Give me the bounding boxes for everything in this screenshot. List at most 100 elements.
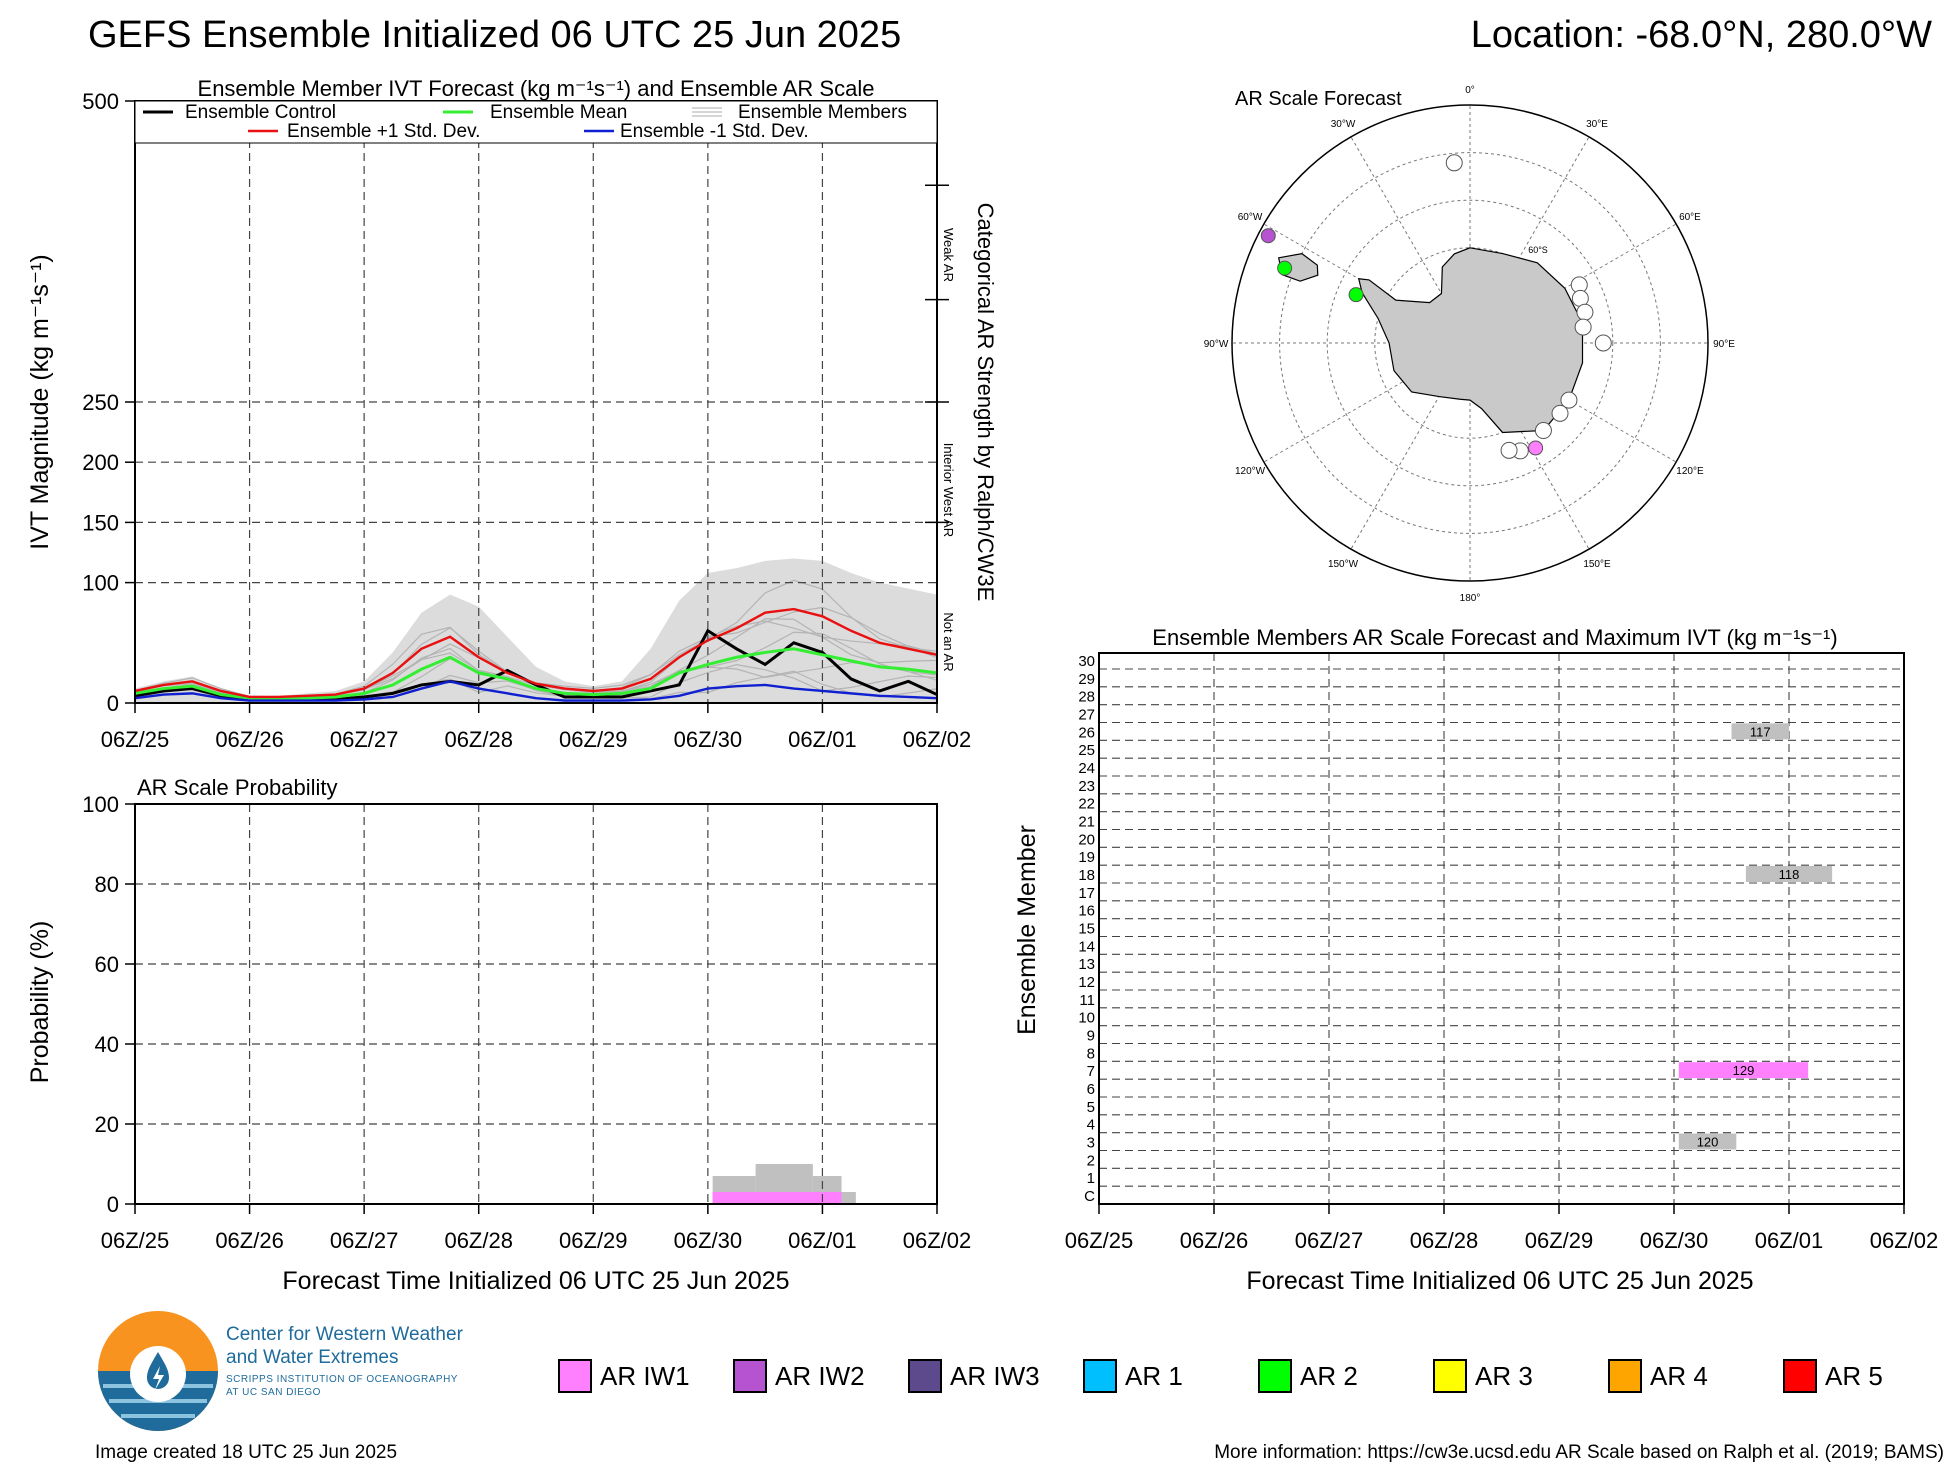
- ensemble-member-line: [134, 631, 938, 700]
- ivt-legend-box: [134, 100, 938, 144]
- member-label: 21: [1078, 814, 1095, 831]
- image-created-label: Image created 18 UTC 25 Jun 2025: [95, 1442, 398, 1463]
- map-ar-marker: [1277, 260, 1293, 276]
- legend-swatch: [733, 1359, 767, 1393]
- member-y-axis-label: Ensemble Member: [1013, 825, 1041, 1035]
- probability-bar: [755, 1164, 813, 1204]
- prob-y-tick-label: 80: [95, 872, 119, 897]
- member-label: 10: [1078, 1010, 1095, 1027]
- legend-item-ar-1: AR 1: [1083, 1356, 1183, 1396]
- member-label: 9: [1087, 1028, 1095, 1045]
- member-label: 6: [1087, 1081, 1095, 1098]
- member-label: 18: [1078, 867, 1095, 884]
- map-ar-marker: [1594, 334, 1612, 352]
- map-meridian: [1263, 342, 1471, 463]
- legend-swatch: [1258, 1359, 1292, 1393]
- member-label: C: [1084, 1188, 1095, 1205]
- member-label: 2: [1087, 1152, 1095, 1169]
- map-longitude-label: 30°E: [1586, 119, 1608, 130]
- ensemble-member-line: [134, 670, 938, 702]
- probability-bar: [712, 1176, 756, 1204]
- ivt-x-tick-label: 06Z/25: [101, 727, 170, 752]
- legend-item-ar-3: AR 3: [1433, 1356, 1533, 1396]
- ivt-plot-frame: [134, 100, 938, 704]
- member-label: 17: [1078, 885, 1095, 902]
- member-label: 7: [1087, 1063, 1095, 1080]
- member-label: 23: [1078, 778, 1095, 795]
- member-label: 26: [1078, 724, 1095, 741]
- prob-plot-frame: [134, 803, 938, 1205]
- prob-y-tick-label: 20: [95, 1112, 119, 1137]
- map-ar-marker: [1500, 441, 1518, 459]
- member-label: 20: [1078, 831, 1095, 848]
- probability-bar: [812, 1176, 842, 1204]
- cw3e-logo: [98, 1311, 218, 1431]
- legend-item-ar-2: AR 2: [1258, 1356, 1358, 1396]
- prob-y-axis-label: Probability (%): [26, 921, 54, 1084]
- prob-y-tick-label: 60: [95, 952, 119, 977]
- ivt-x-tick-label: 06Z/29: [559, 727, 628, 752]
- ivt-x-tick-label: 06Z/30: [674, 727, 743, 752]
- ensemble-member-line: [134, 618, 938, 699]
- prob-x-tick-label: 06Z/01: [788, 1228, 857, 1253]
- member-label: 28: [1078, 689, 1095, 706]
- ivt-y-tick-label: 500: [82, 89, 119, 114]
- member-label: 15: [1078, 921, 1095, 938]
- member-label: 16: [1078, 903, 1095, 920]
- ensemble-members-envelope: [135, 558, 937, 703]
- map-longitude-label: 60°W: [1238, 212, 1263, 223]
- member-label: 27: [1078, 707, 1095, 724]
- member-plot-frame: [1098, 652, 1905, 1205]
- legend-label: AR 2: [1300, 1360, 1358, 1391]
- ivt-x-tick-label: 06Z/28: [444, 727, 513, 752]
- location-label: Location: -68.0°N, 280.0°W: [1470, 14, 1932, 56]
- map-longitude-label: 90°W: [1204, 339, 1229, 350]
- ivt-y-tick-label: 200: [82, 450, 119, 475]
- member-event-bar: [1678, 1133, 1737, 1150]
- map-boundary: [1231, 104, 1709, 582]
- member-x-tick-label: 06Z/01: [1755, 1228, 1824, 1253]
- member-label: 29: [1078, 671, 1095, 688]
- ensemble-member-line: [134, 657, 938, 700]
- member-event-max-ivt: 117: [1750, 724, 1771, 739]
- map-latitude-ring: [1326, 199, 1614, 487]
- page-title: GEFS Ensemble Initialized 06 UTC 25 Jun …: [88, 14, 902, 56]
- prob-x-tick-label: 06Z/28: [444, 1228, 513, 1253]
- member-label: 30: [1078, 653, 1095, 670]
- map-longitude-label: 120°W: [1235, 466, 1266, 477]
- ivt-y-tick-label: 150: [82, 510, 119, 535]
- prob-x-tick-label: 06Z/02: [903, 1228, 972, 1253]
- prob-y-tick-label: 40: [95, 1032, 119, 1057]
- prob-x-tick-label: 06Z/30: [674, 1228, 743, 1253]
- legend-label: AR 5: [1825, 1360, 1883, 1391]
- legend-label-control: Ensemble Control: [185, 102, 336, 123]
- member-label: 3: [1087, 1135, 1095, 1152]
- member-label: 19: [1078, 849, 1095, 866]
- map-meridian: [1350, 342, 1471, 550]
- member-event-bar: [1678, 1062, 1809, 1079]
- map-meridian: [1350, 136, 1471, 344]
- map-latitude-ring: [1421, 294, 1519, 392]
- legend-label-mean: Ensemble Mean: [490, 102, 627, 123]
- prob-x-tick-label: 06Z/27: [330, 1228, 399, 1253]
- legend-swatch: [1608, 1359, 1642, 1393]
- ensemble-member-line: [134, 606, 938, 698]
- member-event-bar: [1745, 866, 1833, 882]
- member-event-bar: [1731, 723, 1789, 740]
- ar-strength-axis-label: Categorical AR Strength by Ralph/CW3E: [973, 203, 998, 602]
- ensemble-member-line: [134, 664, 938, 700]
- south-america-landmass: [1277, 252, 1319, 282]
- band-label-weak-ar: Weak AR: [941, 228, 956, 282]
- member-x-tick-label: 06Z/29: [1525, 1228, 1594, 1253]
- member-x-tick-label: 06Z/25: [1065, 1228, 1134, 1253]
- logo-name-line1: Center for Western Weather: [226, 1324, 463, 1345]
- map-meridian: [1469, 342, 1590, 550]
- map-ar-marker: [1260, 228, 1276, 244]
- band-label-interior-west-ar: Interior West AR: [941, 443, 956, 537]
- member-x-tick-label: 06Z/30: [1640, 1228, 1709, 1253]
- member-label: 14: [1078, 938, 1095, 955]
- series-line-minus-sd: [134, 680, 938, 702]
- map-ar-marker: [1560, 391, 1578, 409]
- ivt-chart-title: Ensemble Member IVT Forecast (kg m⁻¹s⁻¹)…: [198, 76, 875, 101]
